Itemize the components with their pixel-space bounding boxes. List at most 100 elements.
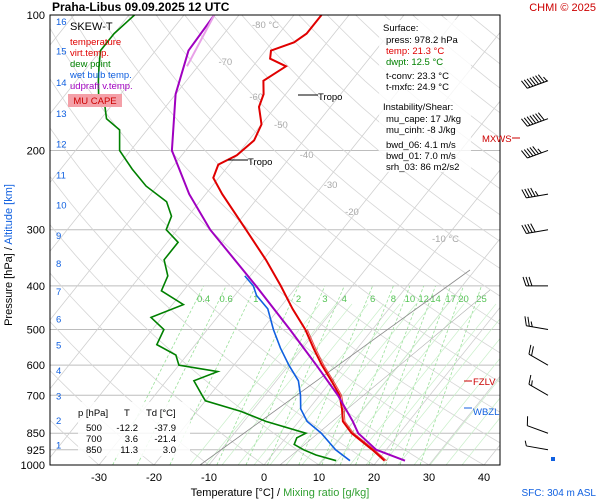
- wind-barb-half: [534, 190, 539, 197]
- wind-barb: [524, 316, 549, 331]
- wind-barb: [521, 146, 549, 159]
- isotherm-line: [263, 169, 500, 465]
- svg-text:-37.9: -37.9: [154, 423, 176, 434]
- mixing-ratio-line: [321, 285, 394, 465]
- wind-barb-half: [524, 440, 527, 447]
- page-title: Praha-Libus 09.09.2025 12 UTC: [52, 0, 230, 14]
- altitude-tick-label: 12: [56, 140, 67, 151]
- svg-text:850: 850: [86, 445, 102, 456]
- wind-barb-flag: [523, 149, 531, 158]
- mixing-ratio-label: 10: [405, 294, 416, 305]
- wind-barb-flag: [535, 113, 542, 122]
- wind-barb-staff: [528, 353, 549, 366]
- plot-frame: [49, 14, 501, 466]
- wind-barb-flag: [523, 79, 531, 88]
- mu-cape-label: MU CAPE: [73, 96, 116, 107]
- isotherm-line: [50, 15, 185, 184]
- wind-barb-staff: [526, 193, 549, 199]
- moist-adiabat-line: [413, 357, 500, 465]
- temperature-tick-label: -10: [201, 472, 217, 484]
- dry-adiabat-line: [50, 78, 485, 465]
- info-mu-cinh: mu_cinh: -8 J/kg: [386, 125, 456, 136]
- wind-barb-flag: [528, 344, 532, 355]
- pressure-tick-label: 500: [27, 325, 45, 337]
- altitude-tick-label: 13: [56, 109, 67, 120]
- wind-barb-flag: [524, 188, 530, 198]
- y-axis-label: Pressure [hPa] / Altitude [km]: [3, 184, 15, 326]
- wind-barb-half: [530, 321, 533, 327]
- dry-adiabat-line: [212, 15, 500, 269]
- wind-barb-flag: [524, 224, 530, 234]
- wind-barb-half: [531, 380, 533, 386]
- legend-dew-point: dew point: [70, 59, 111, 70]
- pressure-tick-label: 600: [27, 360, 45, 372]
- wind-barb-flag: [526, 148, 534, 157]
- wind-barb-flag: [529, 147, 537, 156]
- info-srh03: srh_03: 86 m2/s2: [386, 162, 459, 173]
- wind-barb: [524, 440, 549, 451]
- level-markers: MXWS FZLV WBZL: [464, 134, 520, 418]
- moist-adiabat-line: [189, 303, 321, 465]
- wind-barb-flag: [530, 223, 536, 233]
- isotherm-line: [208, 100, 500, 465]
- wind-barb-flag: [532, 146, 539, 155]
- wind-barb: [521, 112, 549, 127]
- dry-adiabat-line: [50, 419, 100, 465]
- moist-adiabat-line: [205, 303, 337, 465]
- wind-barb-staff: [528, 383, 549, 396]
- isotherm-line: [318, 238, 500, 465]
- temperature-tick-label: -30: [91, 472, 107, 484]
- credit-label: CHMI © 2025: [529, 2, 596, 14]
- pressure-tick-label: 200: [27, 145, 45, 157]
- pressure-tick-label: 300: [27, 225, 45, 237]
- mixing-ratio-line: [298, 285, 373, 465]
- svg-text:3.6: 3.6: [125, 434, 138, 445]
- wind-barb-flag: [528, 276, 533, 287]
- altitude-tick-label: 6: [56, 314, 61, 325]
- isotherm-line: [50, 15, 130, 115]
- wind-barb-flag: [530, 187, 536, 197]
- temperature-tick-label: -20: [146, 472, 162, 484]
- isotherm-line: [428, 375, 500, 465]
- temperature-tick-label: 30: [423, 472, 435, 484]
- svg-text:500: 500: [86, 423, 102, 434]
- legend-virt-temp: virt.temp.: [70, 48, 109, 59]
- isotherm-label: -20: [345, 207, 359, 218]
- info-tmxfc: t-mxfc: 24.9 °C: [386, 82, 449, 93]
- temperature-tick-label: 10: [313, 472, 325, 484]
- pressure-tick-label: 1000: [21, 460, 45, 472]
- moist-adiabat-line: [365, 303, 497, 465]
- dry-adiabat-line: [241, 15, 500, 242]
- isotherm-label: -10 °C: [432, 234, 459, 245]
- mixing-ratio-label: 6: [370, 294, 375, 305]
- wind-barb-flag: [529, 115, 537, 124]
- dry-adiabat-line: [98, 15, 500, 383]
- wind-barb: [521, 187, 549, 199]
- moist-adiabat-line: [237, 303, 369, 465]
- mixing-ratio-line: [355, 285, 425, 465]
- wind-barb-staff: [526, 229, 549, 235]
- info-press: press: 978.2 hPa: [386, 35, 459, 46]
- moist-adiabat-line: [221, 303, 353, 465]
- wind-barb: [521, 74, 549, 89]
- altitude-tick-label: 8: [56, 259, 61, 270]
- info-box: Surface: press: 978.2 hPa temp: 21.3 °C …: [379, 20, 471, 173]
- mixing-ratio-label: 1: [253, 294, 258, 305]
- isotherm-line: [539, 15, 600, 465]
- mixing-ratio-label: 14: [430, 294, 441, 305]
- dry-adiabat-line: [269, 15, 500, 216]
- svg-text:-21.4: -21.4: [154, 434, 176, 445]
- temperature-tick-label: 0: [261, 472, 267, 484]
- surface-title: Surface:: [383, 23, 418, 34]
- altitude-tick-label: 5: [56, 341, 61, 352]
- sfc-label: SFC: 304 m ASL: [522, 488, 597, 499]
- wind-barb-staff: [527, 118, 549, 127]
- wind-barb-flag: [527, 223, 533, 233]
- info-temp: temp: 21.3 °C: [386, 46, 444, 57]
- wind-barb-staff: [527, 425, 549, 434]
- isotherm-label: -50: [274, 120, 288, 131]
- wind-barb-flag: [535, 75, 542, 84]
- wind-barb-staff: [526, 445, 549, 451]
